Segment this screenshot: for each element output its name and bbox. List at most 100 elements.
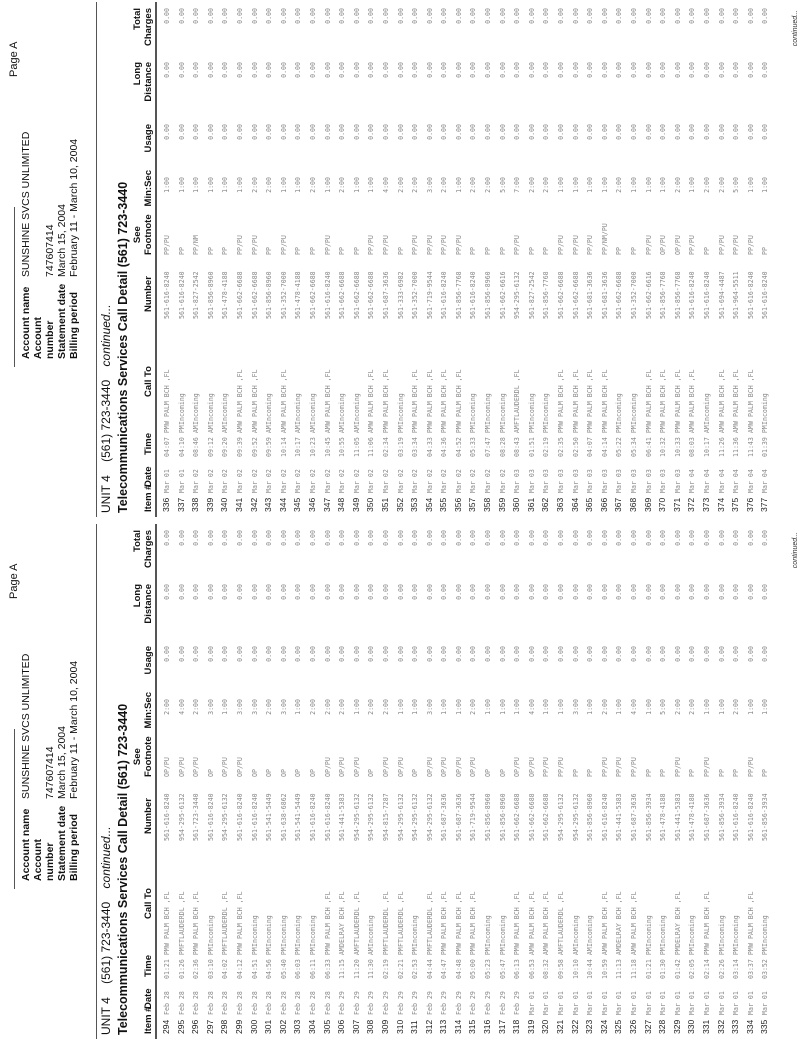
cell-date: Mar 04 — [746, 469, 755, 493]
cell-minsec: 2:00 — [527, 177, 536, 193]
cell-item: 336 — [161, 497, 171, 512]
cell-time: 06:11 PM — [308, 947, 317, 979]
cell-callto: Incoming — [732, 915, 741, 947]
cell-usage: 0.00 — [484, 646, 493, 662]
cell-total: 0.00 — [250, 530, 259, 546]
cell-usage: 0.00 — [571, 124, 580, 140]
cell-usage: 0.00 — [498, 646, 507, 662]
cell-date: Feb 29 — [498, 991, 507, 1015]
cell-minsec: 1:00 — [396, 699, 405, 715]
cell-item: 295 — [175, 1019, 186, 1034]
cell-callto: Incoming — [279, 915, 288, 947]
cell-item: 355 — [438, 497, 449, 512]
cell-date: Mar 02 — [454, 469, 463, 493]
col-date: Date — [143, 988, 154, 1009]
cell-time: 01:30 PM — [659, 947, 668, 979]
cell-usage: 0.00 — [192, 124, 201, 140]
cell-date: Mar 03 — [615, 469, 624, 493]
cell-usage: 0.00 — [396, 646, 405, 662]
cell-item: 306 — [336, 1019, 347, 1034]
cell-number: 561-662-6616 — [498, 271, 507, 319]
cell-minsec: 2:00 — [615, 177, 624, 193]
cell-number: 561-616-8240 — [469, 271, 478, 319]
cell-ld: 0.00 — [323, 62, 332, 78]
cell-number: 561-856-3934 — [761, 793, 770, 841]
cell-date: Mar 02 — [411, 469, 420, 493]
cell-date: Feb 28 — [279, 991, 288, 1015]
cell-ld: 0.00 — [177, 62, 186, 78]
cell-total: 0.00 — [586, 8, 595, 24]
cell-date: Feb 29 — [513, 991, 522, 1015]
cell-total: 0.00 — [338, 8, 347, 24]
cell-usage: 0.00 — [308, 646, 317, 662]
table-row: 309 Feb 29 02:19 PM FTLAUDERDL ,FL 954-815-7… — [379, 524, 394, 1039]
cell-callto: W PALM BCH ,FL — [381, 369, 390, 425]
cell-callto: W PALM BCH ,FL — [732, 369, 741, 425]
table-row: 346 Mar 02 10:23 AM Incoming 561-662-6688 PP 2… — [306, 2, 321, 517]
cell-ld: 0.00 — [338, 584, 347, 600]
table-row: 359 Mar 02 08:28 PM Incoming 561-662-6616 PP 5… — [496, 2, 511, 517]
col-date: Date — [143, 466, 154, 487]
cell-date: Mar 04 — [702, 469, 711, 493]
cell-usage: 0.00 — [352, 646, 361, 662]
unit-line: UNIT 4 (561) 723-3440 continued... — [99, 826, 113, 1035]
cell-footnote: OP/PU — [440, 757, 449, 777]
cell-date: Mar 02 — [498, 469, 507, 493]
cell-total: 0.00 — [469, 530, 478, 546]
cell-item: 318 — [511, 1019, 522, 1034]
cell-callto: W PALM BCH ,FL — [469, 891, 478, 947]
cell-minsec: 2:00 — [484, 177, 493, 193]
table-row: 295 Feb 28 01:26 PM FTLAUDERDL ,FL 954-295-6… — [175, 524, 190, 1039]
cell-usage: 0.00 — [746, 646, 755, 662]
cell-minsec: 1:00 — [206, 177, 215, 193]
cell-total: 0.00 — [746, 8, 755, 24]
cell-time: 11:06 AM — [367, 425, 376, 457]
cell-callto: W PALM BCH ,FL — [163, 891, 171, 947]
cell-date: Feb 28 — [177, 991, 186, 1015]
cell-callto: W PALM BCH ,FL — [702, 891, 711, 947]
cell-item: 371 — [671, 497, 682, 512]
cell-ld: 0.00 — [571, 584, 580, 600]
cell-ld: 0.00 — [673, 584, 682, 600]
cell-ld: 0.00 — [250, 62, 259, 78]
cell-date: Mar 02 — [265, 469, 274, 493]
cell-item: 350 — [365, 497, 376, 512]
cell-number: 561-616-8240 — [163, 271, 171, 319]
cell-minsec: 1:00 — [323, 177, 332, 193]
cell-callto: Incoming — [221, 393, 230, 425]
cell-time: 10:45 AM — [323, 425, 332, 457]
cell-date: Feb 29 — [381, 991, 390, 1015]
cell-ld: 0.00 — [440, 584, 449, 600]
cell-item: 354 — [423, 497, 434, 512]
cell-item: 351 — [379, 497, 390, 512]
cell-ld: 0.00 — [527, 584, 536, 600]
cell-minsec: 2:00 — [688, 699, 697, 715]
cell-date: Mar 01 — [586, 991, 595, 1015]
cell-total: 0.00 — [630, 8, 638, 24]
cell-usage: 0.00 — [221, 124, 230, 140]
table-row: 366 Mar 03 04:14 PM W PALM BCH ,FL 561-681-3… — [598, 2, 613, 517]
cell-total: 0.00 — [513, 530, 522, 546]
cell-usage: 0.00 — [454, 124, 463, 140]
cell-footnote: PP/PU — [600, 757, 609, 777]
cell-time: 04:44 PM — [425, 947, 434, 979]
cell-minsec: 5:00 — [732, 177, 741, 193]
cell-total: 0.00 — [192, 530, 201, 546]
cell-date: Mar 03 — [542, 469, 551, 493]
cell-time: 09:20 AM — [221, 425, 230, 457]
cell-total: 0.00 — [469, 8, 478, 24]
cell-total: 0.00 — [600, 530, 609, 546]
cell-ld: 0.00 — [352, 584, 361, 600]
cell-minsec: 7:00 — [513, 177, 522, 193]
cell-ld: 0.00 — [469, 62, 478, 78]
cell-time: 04:10 PM — [177, 425, 186, 457]
cell-date: Mar 04 — [732, 469, 741, 493]
cell-minsec: 1:00 — [761, 699, 770, 715]
cell-item: 320 — [540, 1019, 551, 1034]
cell-ld: 0.00 — [381, 62, 390, 78]
cell-footnote: OP/PU — [454, 757, 463, 777]
cell-ld: 0.00 — [235, 62, 244, 78]
cell-ld: 0.00 — [498, 584, 507, 600]
cell-date: Feb 28 — [206, 991, 215, 1015]
cell-minsec: 2:00 — [163, 699, 171, 715]
